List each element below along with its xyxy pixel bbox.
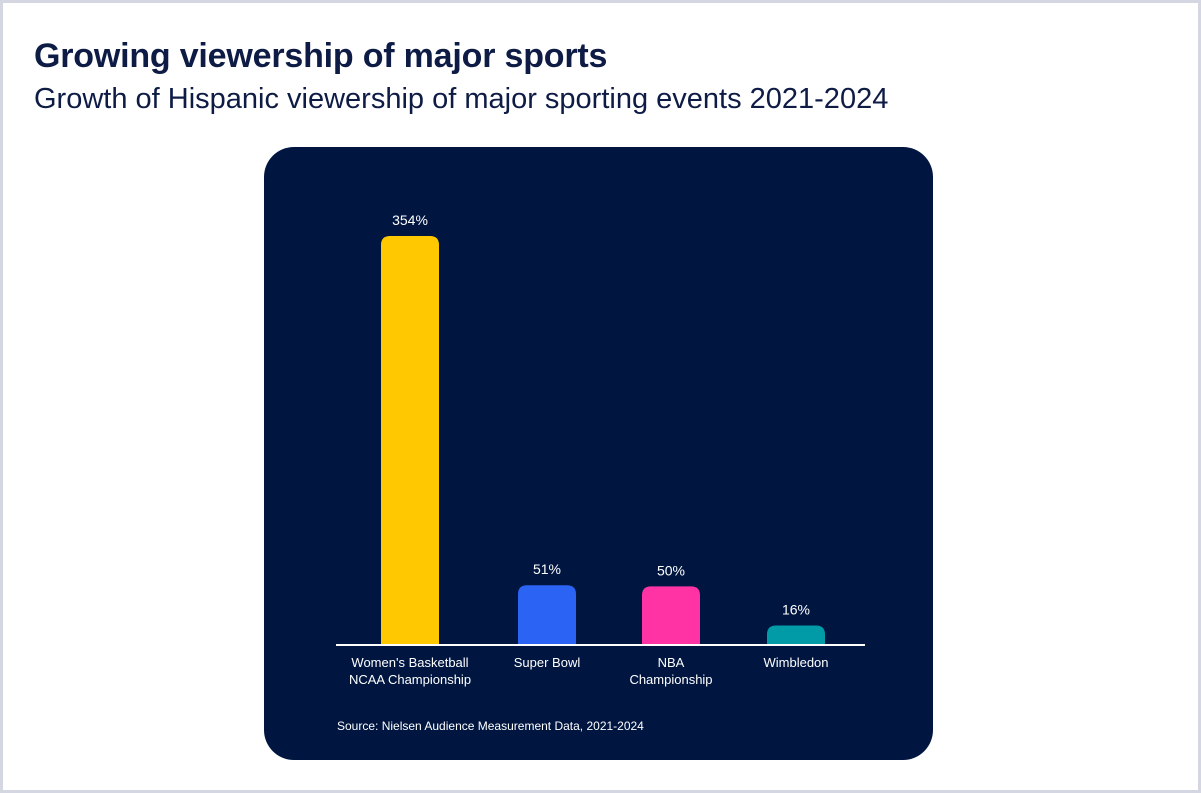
bar-super-bowl (518, 585, 576, 644)
chart-background (264, 147, 933, 760)
value-label-women-s-basketball-ncaa-championship: 354% (392, 212, 428, 228)
category-label-nba-championship: NBA Championship (629, 655, 712, 687)
chart-card: 354% 51% 50% 16% Women's Basketball NCAA Cha… (264, 147, 933, 760)
source-note: Source: Nielsen Audience Measurement Dat… (337, 719, 644, 733)
value-label-super-bowl: 51% (533, 561, 561, 577)
chart-subtitle: Growth of Hispanic viewership of major s… (34, 83, 889, 115)
bars-group (381, 236, 825, 644)
chart-title: Growing viewership of major sports (34, 37, 608, 75)
category-label-wimbledon: Wimbledon (763, 655, 828, 670)
bar-nba-championship (642, 586, 700, 644)
value-label-nba-championship: 50% (657, 562, 685, 578)
bar-chart: 354% 51% 50% 16% Women's Basketball NCAA Cha… (264, 147, 933, 760)
category-labels-group: Women's Basketball NCAA Championship Super… (349, 655, 829, 687)
category-label-super-bowl: Super Bowl (514, 655, 581, 670)
bar-wimbledon (767, 625, 825, 644)
value-label-wimbledon: 16% (782, 602, 810, 618)
value-labels-group: 354% 51% 50% 16% (392, 212, 810, 618)
bar-women-s-basketball-ncaa-championship (381, 236, 439, 644)
category-label-women-s-basketball-ncaa-championship: Women's Basketball NCAA Championship (349, 655, 471, 687)
